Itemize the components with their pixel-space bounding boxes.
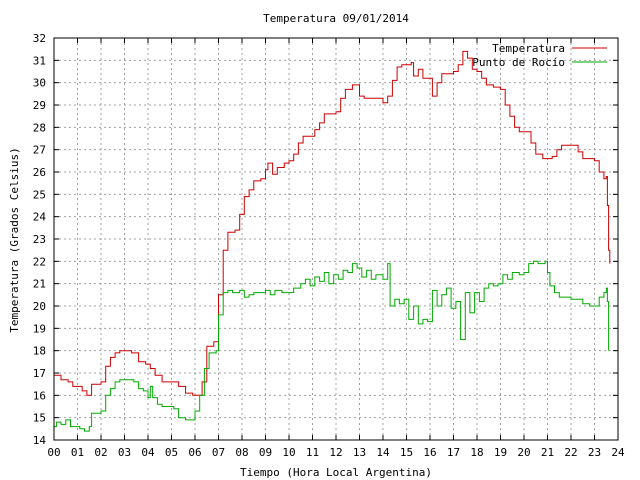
x-tick-label: 01 [71,446,84,459]
grid-lines [54,38,618,440]
y-tick-label: 24 [33,211,47,224]
y-tick-label: 20 [33,300,46,313]
y-tick-label: 21 [33,278,46,291]
y-tick-label: 28 [33,121,46,134]
x-tick-label: 10 [282,446,295,459]
x-tick-label: 05 [165,446,178,459]
x-tick-label: 12 [329,446,342,459]
x-tick-label: 20 [517,446,530,459]
x-tick-label: 03 [118,446,131,459]
x-tick-label: 07 [212,446,225,459]
x-tick-label: 18 [470,446,483,459]
y-tick-label: 27 [33,144,46,157]
y-tick-label: 16 [33,389,46,402]
y-tick-label: 32 [33,32,46,45]
x-tick-label: 16 [423,446,436,459]
x-tick-label: 04 [141,446,155,459]
plot-frame [53,37,619,441]
y-tick-label: 25 [33,188,46,201]
x-tick-label: 19 [494,446,507,459]
x-tick-label: 06 [188,446,201,459]
x-tick-label: 22 [564,446,577,459]
x-tick-label: 24 [611,446,625,459]
y-tick-label: 17 [33,367,46,380]
y-tick-label: 29 [33,99,46,112]
x-tick-label: 15 [400,446,413,459]
y-tick-label: 14 [33,434,47,447]
x-tick-label: 00 [47,446,60,459]
x-tick-label: 09 [259,446,272,459]
y-tick-label: 23 [33,233,46,246]
x-tick-label: 11 [306,446,319,459]
y-axis-label: Temperatura (Grados Celsius) [8,147,21,332]
y-tick-label: 30 [33,77,46,90]
y-tick-label: 26 [33,166,46,179]
x-tick-label: 08 [235,446,248,459]
series-lines [54,50,611,432]
series-line-temperatura [54,50,611,396]
y-tick-label: 18 [33,345,46,358]
y-tick-label: 22 [33,255,46,268]
legend-label-temperatura: Temperatura [492,42,565,55]
y-tick-label: 19 [33,322,46,335]
legend-label-punto-de-rocio: Punto de Rocío [472,56,565,69]
y-tick-label: 15 [33,412,46,425]
x-axis-label: Tiempo (Hora Local Argentina) [240,466,432,479]
x-tick-label: 23 [588,446,601,459]
chart-title: Temperatura 09/01/2014 [263,12,409,25]
axis-ticks: 00 01 02 03 04 05 06 07 08 09 10 11 12 13 14 15 16 17 18 19… [33,32,625,459]
legend: Temperatura Punto de Rocío [472,42,607,69]
x-tick-label: 14 [376,446,390,459]
x-tick-label: 02 [94,446,107,459]
x-tick-label: 21 [541,446,554,459]
series-line-punto-de-rocio [54,260,610,432]
x-tick-label: 13 [353,446,366,459]
y-tick-label: 31 [33,54,46,67]
x-tick-label: 17 [447,446,460,459]
